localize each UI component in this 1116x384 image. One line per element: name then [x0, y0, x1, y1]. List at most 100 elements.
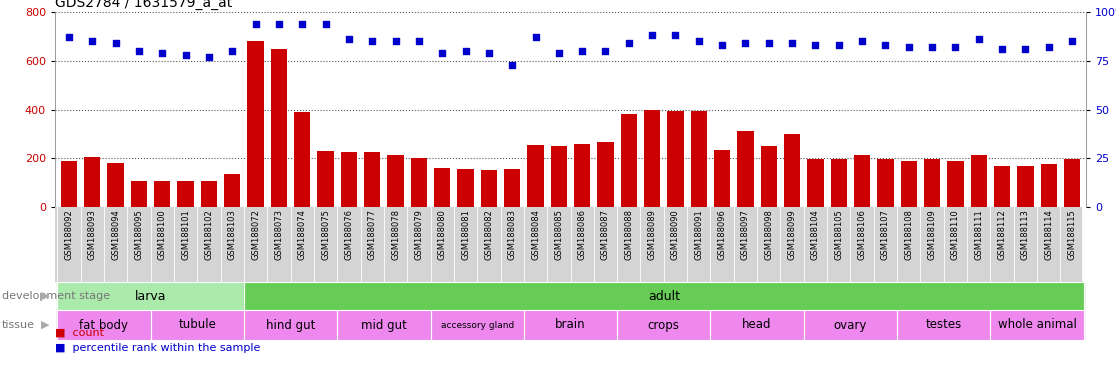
Bar	[244, 310, 337, 340]
Bar	[644, 109, 661, 207]
Bar	[783, 134, 800, 207]
Text: GSM188075: GSM188075	[321, 209, 330, 260]
Text: adult: adult	[647, 290, 680, 303]
Point	[597, 48, 615, 54]
Point	[410, 38, 427, 44]
Point	[84, 38, 102, 44]
Text: GSM188078: GSM188078	[391, 209, 400, 260]
Text: GSM188100: GSM188100	[157, 209, 166, 260]
Text: GSM188092: GSM188092	[65, 209, 74, 260]
Bar	[990, 310, 1084, 340]
Bar	[340, 152, 357, 207]
Text: GSM188114: GSM188114	[1045, 209, 1054, 260]
Text: ovary: ovary	[834, 318, 867, 331]
Bar	[990, 310, 1084, 340]
Point	[970, 36, 988, 42]
Bar	[154, 181, 171, 207]
Text: GSM188096: GSM188096	[718, 209, 727, 260]
Text: whole animal: whole animal	[998, 318, 1077, 331]
Bar	[244, 282, 1084, 310]
Bar	[57, 310, 151, 340]
Bar	[617, 310, 711, 340]
Bar	[711, 310, 804, 340]
Bar	[807, 159, 824, 207]
Bar	[804, 310, 897, 340]
Text: GDS2784 / 1631579_a_at: GDS2784 / 1631579_a_at	[55, 0, 232, 10]
Text: GSM188091: GSM188091	[694, 209, 703, 260]
Point	[853, 38, 870, 44]
Bar	[971, 155, 987, 207]
Point	[899, 44, 917, 50]
Text: mid gut: mid gut	[360, 318, 407, 331]
Bar	[295, 112, 310, 207]
Bar	[434, 168, 451, 207]
Text: GSM188110: GSM188110	[951, 209, 960, 260]
Text: GSM188083: GSM188083	[508, 209, 517, 260]
Point	[386, 38, 404, 44]
Bar	[617, 310, 711, 340]
Text: GSM188108: GSM188108	[904, 209, 913, 260]
Point	[690, 38, 708, 44]
Text: GSM188107: GSM188107	[881, 209, 889, 260]
Bar	[504, 169, 520, 207]
Text: GSM188113: GSM188113	[1021, 209, 1030, 260]
Bar	[364, 152, 381, 207]
Point	[876, 42, 894, 48]
Bar	[714, 150, 730, 207]
Point	[923, 44, 941, 50]
Bar	[411, 158, 427, 207]
Point	[503, 61, 521, 68]
Bar	[550, 146, 567, 207]
Text: tubule: tubule	[179, 318, 217, 331]
Point	[294, 21, 311, 27]
Text: GSM188085: GSM188085	[555, 209, 564, 260]
Bar	[244, 310, 337, 340]
Bar	[804, 310, 897, 340]
Text: GSM188112: GSM188112	[998, 209, 1007, 260]
Text: GSM188074: GSM188074	[298, 209, 307, 260]
Point	[550, 50, 568, 56]
Text: ▶: ▶	[41, 291, 49, 301]
Bar	[1064, 159, 1080, 207]
Text: GSM188086: GSM188086	[578, 209, 587, 260]
Text: testes: testes	[925, 318, 962, 331]
Text: ■  percentile rank within the sample: ■ percentile rank within the sample	[55, 343, 260, 353]
Bar	[830, 159, 847, 207]
Point	[270, 21, 288, 27]
Bar	[57, 282, 244, 310]
Bar	[317, 151, 334, 207]
Text: tissue: tissue	[2, 320, 36, 330]
Text: GSM188088: GSM188088	[624, 209, 633, 260]
Point	[480, 50, 498, 56]
Text: GSM188103: GSM188103	[228, 209, 237, 260]
Bar	[897, 310, 990, 340]
Point	[131, 48, 148, 54]
Point	[807, 42, 825, 48]
Point	[737, 40, 754, 46]
Text: GSM188105: GSM188105	[835, 209, 844, 260]
Text: GSM188106: GSM188106	[857, 209, 866, 260]
Text: GSM188109: GSM188109	[927, 209, 936, 260]
Text: GSM188081: GSM188081	[461, 209, 470, 260]
Text: GSM188082: GSM188082	[484, 209, 493, 260]
Bar	[597, 142, 614, 207]
Point	[433, 50, 451, 56]
Bar	[667, 111, 684, 207]
Text: GSM188097: GSM188097	[741, 209, 750, 260]
Point	[223, 48, 241, 54]
Point	[107, 40, 125, 46]
Point	[317, 21, 335, 27]
Point	[760, 40, 778, 46]
Point	[1064, 38, 1081, 44]
Bar	[523, 310, 617, 340]
Bar	[691, 111, 706, 207]
Text: brain: brain	[555, 318, 586, 331]
Text: GSM188087: GSM188087	[602, 209, 610, 260]
Bar	[574, 144, 590, 207]
Text: GSM188073: GSM188073	[275, 209, 283, 260]
Bar	[620, 114, 637, 207]
Bar	[201, 181, 218, 207]
Point	[60, 34, 78, 40]
Point	[456, 48, 474, 54]
Text: hind gut: hind gut	[266, 318, 316, 331]
